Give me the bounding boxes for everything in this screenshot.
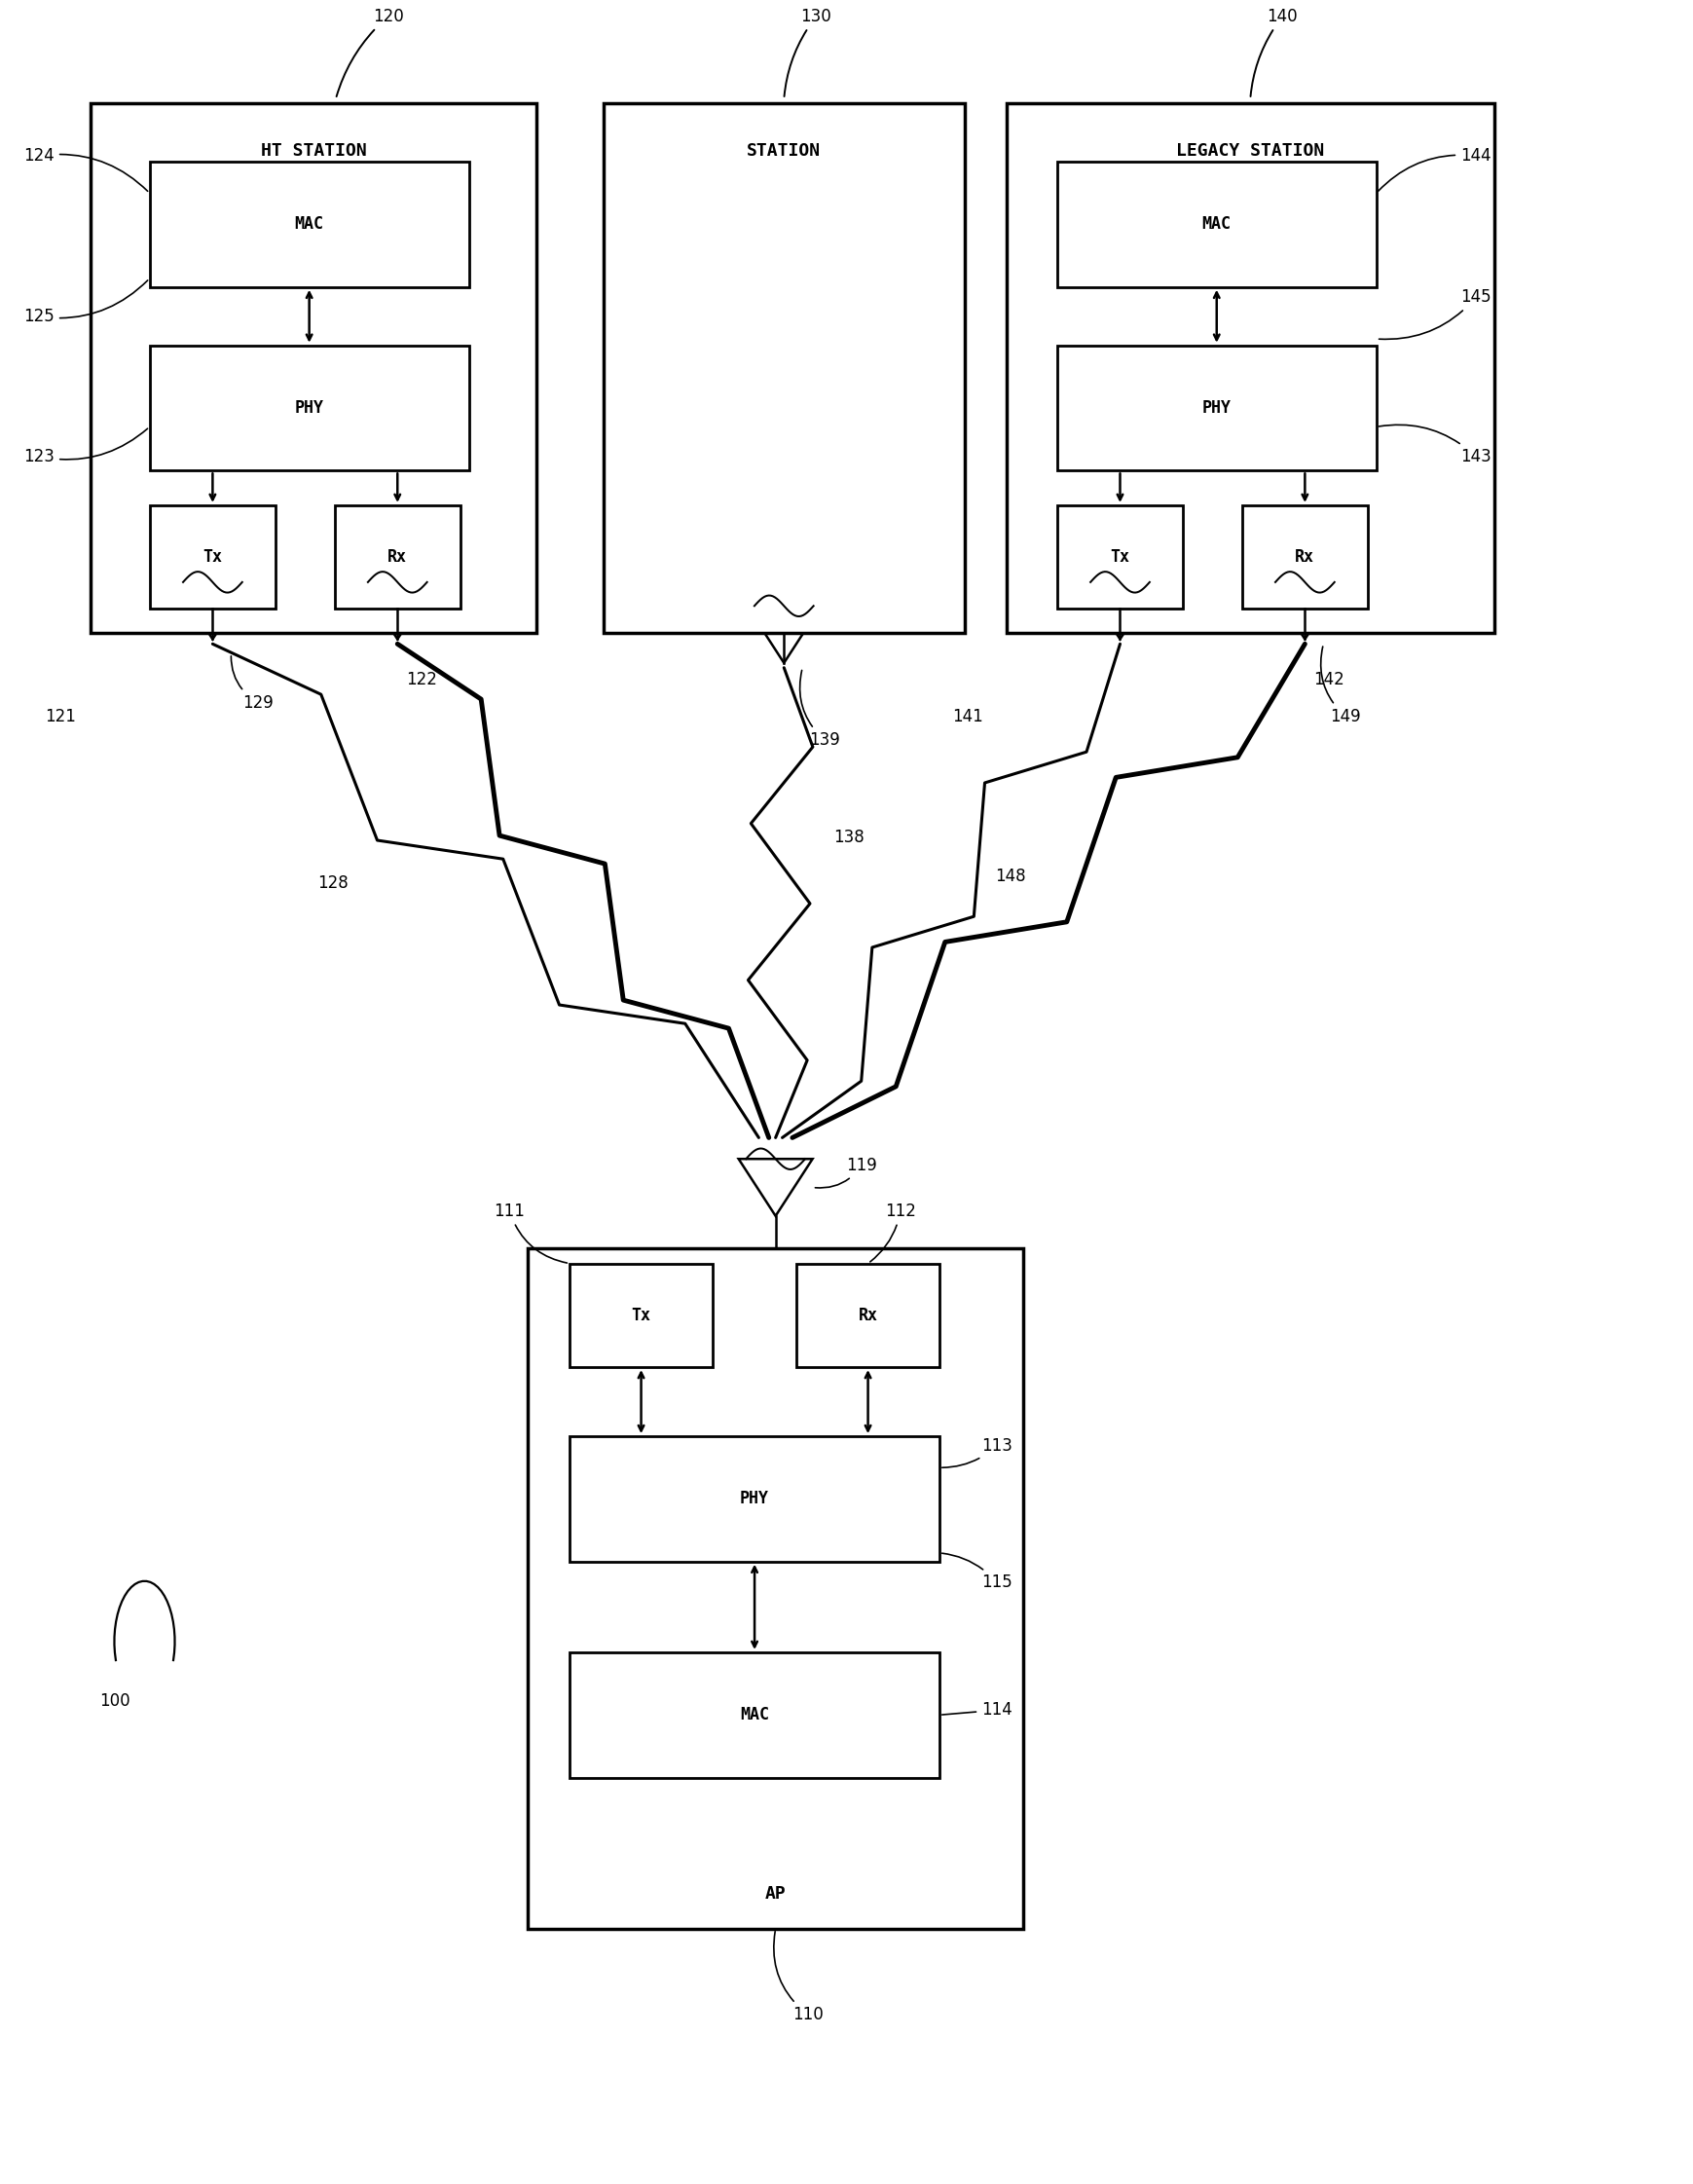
Text: 130: 130 xyxy=(784,9,831,96)
FancyBboxPatch shape xyxy=(1056,505,1182,609)
Text: Tx: Tx xyxy=(203,548,222,566)
Text: 111: 111 xyxy=(494,1203,567,1262)
Text: Rx: Rx xyxy=(1295,548,1314,566)
FancyBboxPatch shape xyxy=(569,1265,713,1367)
Text: 114: 114 xyxy=(941,1701,1012,1719)
Text: 115: 115 xyxy=(941,1553,1012,1592)
Text: 128: 128 xyxy=(318,874,349,891)
FancyBboxPatch shape xyxy=(528,1249,1023,1928)
Text: 120: 120 xyxy=(337,9,403,96)
Text: 125: 125 xyxy=(24,280,147,325)
Text: 124: 124 xyxy=(24,146,147,192)
Text: 122: 122 xyxy=(406,670,437,688)
Text: 140: 140 xyxy=(1249,9,1297,96)
FancyBboxPatch shape xyxy=(334,505,460,609)
FancyBboxPatch shape xyxy=(796,1265,940,1367)
FancyBboxPatch shape xyxy=(149,345,469,472)
FancyBboxPatch shape xyxy=(91,103,535,633)
Text: 100: 100 xyxy=(100,1693,130,1710)
Text: 112: 112 xyxy=(870,1203,916,1262)
Text: PHY: PHY xyxy=(1202,400,1231,417)
Text: 145: 145 xyxy=(1378,288,1490,339)
Text: MAC: MAC xyxy=(740,1706,769,1723)
Text: 110: 110 xyxy=(774,1931,823,2022)
Text: 129: 129 xyxy=(230,655,274,712)
Text: 139: 139 xyxy=(799,670,840,749)
FancyBboxPatch shape xyxy=(1241,505,1368,609)
Text: Tx: Tx xyxy=(631,1306,650,1324)
Text: 113: 113 xyxy=(941,1437,1012,1468)
Text: AP: AP xyxy=(765,1885,786,1902)
Text: HT STATION: HT STATION xyxy=(261,142,366,159)
Text: 143: 143 xyxy=(1378,426,1490,465)
FancyBboxPatch shape xyxy=(1056,345,1375,472)
FancyBboxPatch shape xyxy=(569,1653,940,1778)
Text: STATION: STATION xyxy=(747,142,821,159)
Text: Tx: Tx xyxy=(1109,548,1129,566)
Text: LEGACY STATION: LEGACY STATION xyxy=(1175,142,1324,159)
Text: 123: 123 xyxy=(24,428,147,465)
Text: 149: 149 xyxy=(1321,646,1359,725)
Text: 141: 141 xyxy=(951,708,982,725)
Text: 138: 138 xyxy=(833,828,863,845)
FancyBboxPatch shape xyxy=(603,103,963,633)
Text: MAC: MAC xyxy=(1202,216,1231,234)
Text: PHY: PHY xyxy=(740,1489,769,1507)
Text: 148: 148 xyxy=(994,867,1024,885)
Text: Rx: Rx xyxy=(858,1306,877,1324)
Text: 142: 142 xyxy=(1312,670,1344,688)
FancyBboxPatch shape xyxy=(149,505,276,609)
Text: PHY: PHY xyxy=(295,400,323,417)
Text: 144: 144 xyxy=(1378,146,1490,192)
Text: 121: 121 xyxy=(44,708,76,725)
FancyBboxPatch shape xyxy=(1056,162,1375,286)
Text: MAC: MAC xyxy=(295,216,323,234)
Text: 119: 119 xyxy=(814,1158,877,1188)
FancyBboxPatch shape xyxy=(149,162,469,286)
FancyBboxPatch shape xyxy=(1006,103,1493,633)
FancyBboxPatch shape xyxy=(569,1437,940,1562)
Text: Rx: Rx xyxy=(388,548,406,566)
